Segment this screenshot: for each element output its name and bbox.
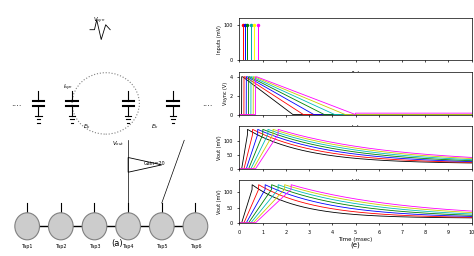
Text: $E_k$: $E_k$ bbox=[83, 122, 91, 131]
Circle shape bbox=[183, 213, 208, 240]
X-axis label: Time (msec): Time (msec) bbox=[338, 238, 373, 242]
Text: $I_{syn}$: $I_{syn}$ bbox=[63, 82, 73, 93]
Y-axis label: Inputs (mV): Inputs (mV) bbox=[217, 25, 222, 54]
Text: $E_k$: $E_k$ bbox=[151, 122, 158, 131]
Y-axis label: Vsync (V): Vsync (V) bbox=[223, 82, 228, 105]
Text: (b): (b) bbox=[351, 70, 360, 77]
Text: (e): (e) bbox=[351, 241, 360, 248]
Text: Tap3: Tap3 bbox=[89, 243, 100, 249]
Circle shape bbox=[48, 213, 73, 240]
Text: (d): (d) bbox=[351, 178, 360, 185]
Text: Tap5: Tap5 bbox=[156, 243, 167, 249]
Circle shape bbox=[15, 213, 39, 240]
Y-axis label: Vout (mV): Vout (mV) bbox=[217, 189, 222, 214]
Circle shape bbox=[149, 213, 174, 240]
Text: Gain=20: Gain=20 bbox=[144, 161, 165, 166]
Text: Tap4: Tap4 bbox=[122, 243, 134, 249]
Text: Tap2: Tap2 bbox=[55, 243, 66, 249]
Text: $V_{syn}$: $V_{syn}$ bbox=[93, 16, 105, 26]
Text: ....: .... bbox=[11, 99, 22, 108]
Text: ....: .... bbox=[202, 99, 213, 108]
Y-axis label: Vout (mV): Vout (mV) bbox=[217, 135, 222, 160]
Text: Tap1: Tap1 bbox=[21, 243, 33, 249]
Text: $V_{out}$: $V_{out}$ bbox=[112, 139, 125, 148]
Polygon shape bbox=[128, 157, 162, 172]
Circle shape bbox=[82, 213, 107, 240]
Circle shape bbox=[116, 213, 140, 240]
Text: (c): (c) bbox=[351, 124, 360, 131]
Text: (a): (a) bbox=[111, 239, 123, 248]
Text: Tap6: Tap6 bbox=[190, 243, 201, 249]
